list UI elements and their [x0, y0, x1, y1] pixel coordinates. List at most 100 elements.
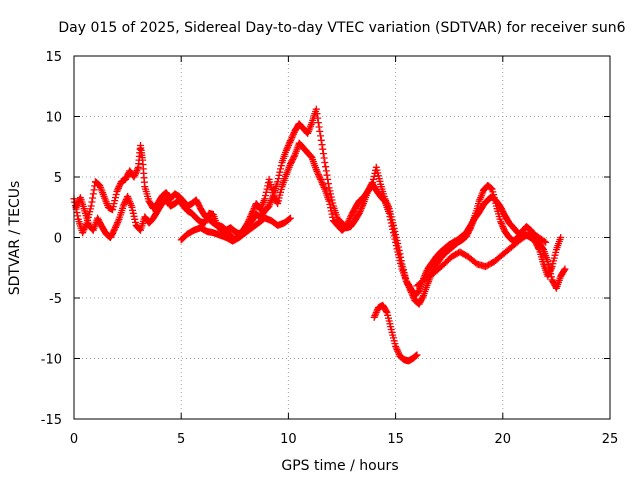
data-point — [132, 170, 139, 178]
data-point — [114, 186, 122, 194]
data-point — [111, 225, 119, 233]
data-point — [287, 137, 294, 145]
data-point — [275, 171, 283, 179]
x-tick-label: 0 — [70, 432, 78, 447]
data-point — [315, 123, 323, 131]
data-point — [343, 221, 351, 229]
data-point — [109, 203, 117, 211]
data-point — [545, 269, 553, 277]
data-point — [287, 135, 295, 143]
data-point — [114, 184, 122, 192]
data-point — [344, 218, 352, 226]
data-point — [317, 175, 325, 183]
data-point — [373, 307, 381, 315]
data-point — [314, 171, 322, 179]
data-point — [393, 346, 401, 354]
data-point — [110, 226, 118, 234]
data-point — [80, 225, 88, 233]
data-point — [326, 200, 334, 208]
data-point — [497, 218, 505, 226]
data-point — [358, 203, 366, 211]
data-point — [74, 212, 82, 220]
data-point — [133, 167, 141, 174]
data-point — [413, 351, 421, 359]
x-tick-label: 15 — [387, 432, 404, 447]
data-point — [202, 217, 209, 225]
data-point — [314, 169, 322, 177]
data-point — [319, 145, 327, 153]
data-point — [328, 210, 336, 218]
data-point — [316, 174, 324, 182]
data-point — [317, 136, 325, 144]
data-point — [322, 163, 330, 171]
data-point — [203, 214, 211, 222]
data-point — [342, 223, 350, 231]
data-point — [319, 182, 327, 190]
y-axis-title: SDTVAR / TECUs — [7, 181, 23, 296]
data-point — [115, 183, 123, 191]
data-point — [318, 141, 326, 149]
x-tick-label: 5 — [177, 432, 185, 447]
data-point — [112, 223, 119, 231]
data-point — [346, 215, 354, 222]
x-tick-label: 25 — [602, 432, 619, 447]
data-point — [372, 310, 380, 318]
ticks-layer — [73, 55, 611, 420]
data-point — [284, 142, 292, 149]
data-point — [547, 266, 555, 274]
data-point — [498, 221, 506, 229]
data-point — [389, 225, 397, 233]
data-point — [121, 199, 129, 207]
data-point — [327, 204, 335, 212]
data-point — [119, 202, 127, 210]
data-point — [129, 206, 137, 214]
data-point — [286, 138, 294, 146]
data-point — [130, 173, 138, 181]
series-arc-5 — [413, 230, 550, 290]
data-point — [369, 175, 377, 183]
data-point — [319, 150, 327, 158]
y-tick-label: 15 — [45, 50, 62, 65]
data-point — [324, 175, 332, 183]
data-point — [113, 188, 121, 195]
y-tick-label: 0 — [54, 232, 62, 247]
data-point — [546, 267, 554, 275]
data-point — [544, 272, 552, 280]
data-point — [314, 114, 322, 122]
data-point — [317, 132, 325, 140]
data-point — [90, 186, 98, 194]
data-point — [319, 180, 327, 188]
data-point — [392, 242, 400, 250]
data-point — [128, 203, 136, 211]
data-point — [323, 171, 331, 179]
data-point — [316, 127, 324, 135]
y-tick-label: -15 — [41, 413, 62, 428]
data-point — [276, 168, 284, 176]
data-point — [387, 219, 395, 227]
data-point — [274, 175, 282, 183]
y-tick-label: 5 — [54, 171, 62, 186]
data-point — [497, 219, 505, 227]
data-point — [382, 307, 390, 315]
data-point — [110, 200, 118, 208]
data-point — [89, 190, 97, 198]
data-point — [111, 197, 119, 205]
data-point — [131, 215, 139, 223]
data-point — [120, 200, 128, 208]
marks-layer — [70, 105, 569, 365]
data-point — [313, 110, 321, 118]
data-point — [395, 349, 402, 357]
data-point — [372, 309, 380, 316]
x-tick-label: 10 — [280, 432, 297, 447]
data-point — [274, 178, 282, 186]
data-point — [392, 238, 400, 246]
data-point — [130, 212, 138, 220]
data-point — [419, 293, 427, 301]
data-point — [500, 224, 507, 232]
data-point — [386, 213, 394, 220]
data-point — [263, 185, 271, 193]
data-point — [201, 219, 209, 227]
data-point — [387, 216, 395, 224]
data-point — [116, 181, 124, 189]
series-arc-4 — [370, 301, 421, 365]
